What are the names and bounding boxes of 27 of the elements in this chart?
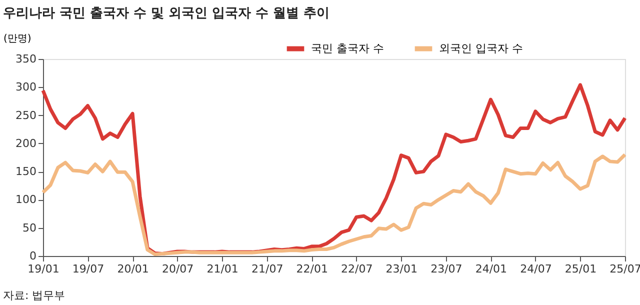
y-tick-label: 300 [16,80,36,94]
x-tick-label: 19/07 [72,262,104,276]
y-tick-label: 50 [22,221,36,234]
y-tick-label: 100 [16,193,36,206]
y-tick-label: 250 [16,108,36,122]
x-tick-label: 20/01 [117,262,149,276]
y-tick-label: 350 [16,52,36,66]
x-tick-label: 24/01 [475,262,508,276]
y-tick-label: 0 [30,250,36,262]
legend-label: 외국인 입국자 수 [439,42,523,55]
legend-label: 국민 출국자 수 [311,42,384,55]
x-tick-label: 19/01 [28,262,60,276]
y-tick-label: 150 [16,165,36,178]
y-axis-title: (만명) [4,34,32,44]
y-tick-label: 200 [16,136,36,150]
text: 자료: 법무부 [3,289,66,302]
x-tick-label: 23/07 [430,262,462,276]
x-tick-label: 25/07 [610,262,640,276]
x-tick-label: 21/01 [206,262,238,276]
x-tick-label: 24/07 [520,262,552,276]
x-tick-label: 20/07 [162,262,194,276]
x-tick-label: 25/01 [564,262,597,276]
chart-title: 우리나라 국민 출국자 수 및 외국인 입국자 수 월별 추이 [3,6,330,21]
x-tick-label: 22/01 [296,262,328,276]
x-tick-label: 22/07 [341,262,373,276]
x-tick-label: 21/07 [251,262,284,276]
x-tick-label: 23/01 [386,262,418,276]
